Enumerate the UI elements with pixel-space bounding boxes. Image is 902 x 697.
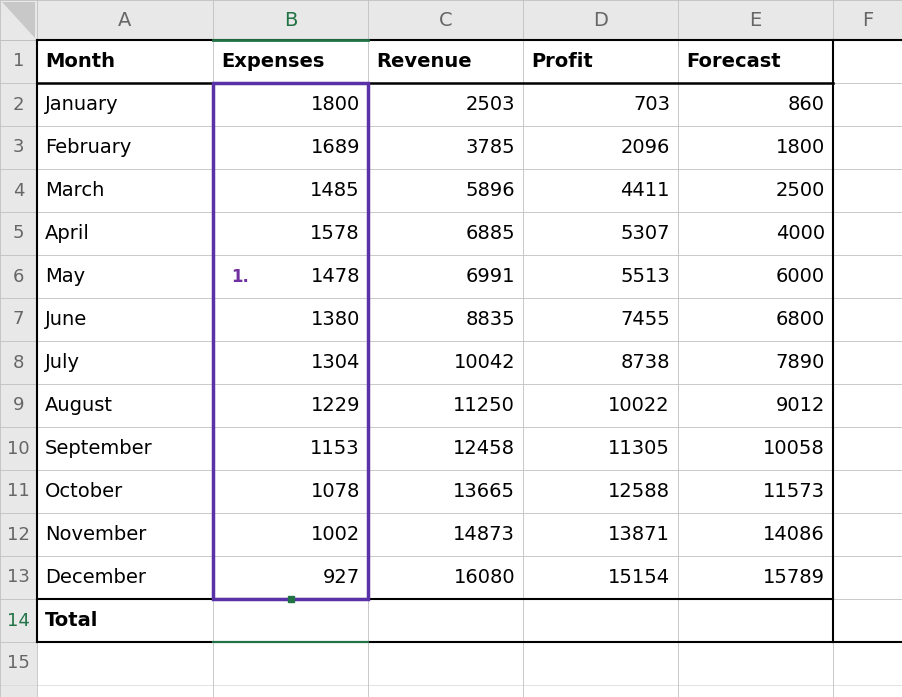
Text: 2503: 2503 <box>465 95 515 114</box>
Text: 15: 15 <box>7 654 30 673</box>
Text: 15789: 15789 <box>763 568 825 587</box>
Bar <box>213 83 368 599</box>
Text: 13: 13 <box>7 569 30 586</box>
Text: 5307: 5307 <box>621 224 670 243</box>
Text: C: C <box>438 10 452 29</box>
Text: Profit: Profit <box>531 52 593 71</box>
Text: 1078: 1078 <box>310 482 360 501</box>
Text: July: July <box>45 353 80 372</box>
Text: June: June <box>45 310 87 329</box>
Text: Expenses: Expenses <box>221 52 325 71</box>
Polygon shape <box>2 2 35 38</box>
Text: A: A <box>118 10 132 29</box>
Text: 3785: 3785 <box>465 138 515 157</box>
Text: 5: 5 <box>13 224 24 243</box>
Text: 6800: 6800 <box>776 310 825 329</box>
Text: 2096: 2096 <box>621 138 670 157</box>
Text: August: August <box>45 396 113 415</box>
Text: 7890: 7890 <box>776 353 825 372</box>
Text: 13665: 13665 <box>453 482 515 501</box>
Text: 12588: 12588 <box>608 482 670 501</box>
Text: 1800: 1800 <box>311 95 360 114</box>
Text: November: November <box>45 525 146 544</box>
Text: 7: 7 <box>13 310 24 328</box>
Text: 703: 703 <box>633 95 670 114</box>
Text: 15154: 15154 <box>608 568 670 587</box>
Text: 6000: 6000 <box>776 267 825 286</box>
Text: 1229: 1229 <box>310 396 360 415</box>
Text: 2500: 2500 <box>776 181 825 200</box>
Bar <box>288 596 293 602</box>
Text: 6991: 6991 <box>465 267 515 286</box>
Text: 1304: 1304 <box>310 353 360 372</box>
Text: 1478: 1478 <box>310 267 360 286</box>
Text: 2: 2 <box>13 95 24 114</box>
Text: May: May <box>45 267 85 286</box>
Text: January: January <box>45 95 119 114</box>
Text: 927: 927 <box>323 568 360 587</box>
Text: 860: 860 <box>788 95 825 114</box>
Text: 14: 14 <box>7 611 30 629</box>
Text: 1578: 1578 <box>310 224 360 243</box>
Text: E: E <box>750 10 761 29</box>
Bar <box>0 0 37 697</box>
Text: B: B <box>284 10 297 29</box>
Text: 4: 4 <box>13 181 24 199</box>
Text: March: March <box>45 181 105 200</box>
Text: 12458: 12458 <box>453 439 515 458</box>
Text: 10042: 10042 <box>454 353 515 372</box>
Text: 11573: 11573 <box>763 482 825 501</box>
Text: 9: 9 <box>13 397 24 415</box>
Text: 5896: 5896 <box>465 181 515 200</box>
Bar <box>0 0 902 40</box>
Text: 12: 12 <box>7 526 30 544</box>
Text: 11305: 11305 <box>608 439 670 458</box>
Text: 10: 10 <box>7 440 30 457</box>
Text: 13871: 13871 <box>608 525 670 544</box>
Text: 9012: 9012 <box>776 396 825 415</box>
Text: Month: Month <box>45 52 115 71</box>
Text: D: D <box>593 10 608 29</box>
Text: December: December <box>45 568 146 587</box>
Text: April: April <box>45 224 90 243</box>
Text: 1: 1 <box>13 52 24 70</box>
Text: 1002: 1002 <box>311 525 360 544</box>
Text: 7455: 7455 <box>621 310 670 329</box>
Text: Forecast: Forecast <box>686 52 780 71</box>
Text: 11: 11 <box>7 482 30 500</box>
Text: 1689: 1689 <box>310 138 360 157</box>
Text: 4411: 4411 <box>621 181 670 200</box>
Text: February: February <box>45 138 132 157</box>
Text: 6885: 6885 <box>465 224 515 243</box>
Text: 4000: 4000 <box>776 224 825 243</box>
Text: 14873: 14873 <box>453 525 515 544</box>
Text: 10058: 10058 <box>763 439 825 458</box>
Text: 6: 6 <box>13 268 24 286</box>
Text: 14086: 14086 <box>763 525 825 544</box>
Text: 8: 8 <box>13 353 24 372</box>
Text: 10022: 10022 <box>608 396 670 415</box>
Text: 1380: 1380 <box>310 310 360 329</box>
Text: F: F <box>862 10 873 29</box>
Text: 8835: 8835 <box>465 310 515 329</box>
Text: 16080: 16080 <box>454 568 515 587</box>
Text: 11250: 11250 <box>453 396 515 415</box>
Text: 3: 3 <box>13 139 24 157</box>
Text: 5513: 5513 <box>621 267 670 286</box>
Text: Total: Total <box>45 611 98 630</box>
Text: 1.: 1. <box>231 268 249 286</box>
Text: 8738: 8738 <box>621 353 670 372</box>
Text: Revenue: Revenue <box>376 52 472 71</box>
Text: September: September <box>45 439 152 458</box>
Text: 1485: 1485 <box>310 181 360 200</box>
Text: 1800: 1800 <box>776 138 825 157</box>
Text: October: October <box>45 482 124 501</box>
Text: 1153: 1153 <box>310 439 360 458</box>
